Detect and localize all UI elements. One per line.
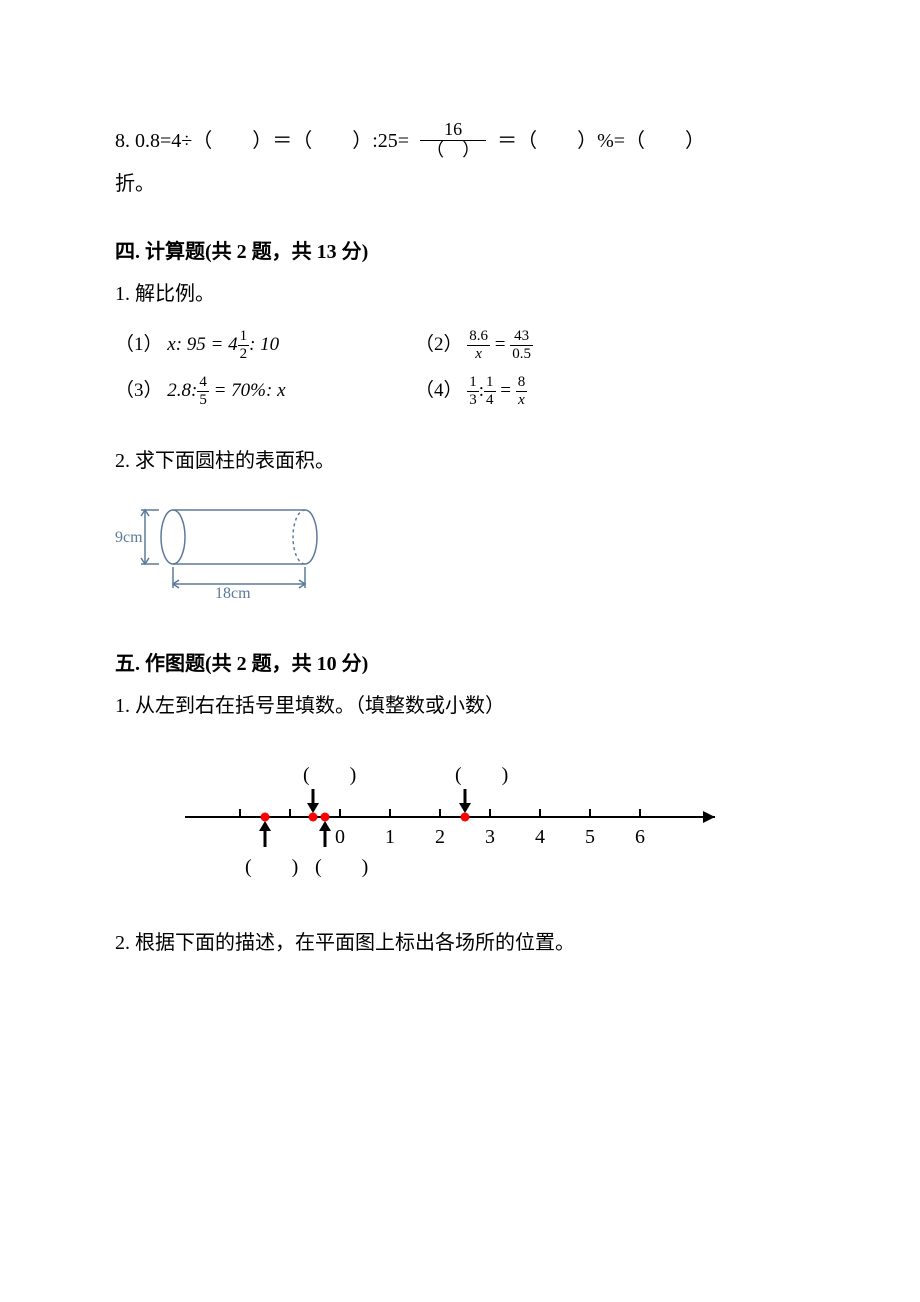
eq4-label: （4）: [415, 380, 463, 401]
svg-text:6: 6: [635, 826, 645, 848]
number-line-figure: 0 1 2 3 4 5 6 ( ) ( ) ( ) ( ): [175, 747, 805, 912]
eq4-f1: 13: [467, 375, 479, 408]
q8-frac-num: 16: [420, 120, 486, 141]
eq1-label: （1）: [115, 334, 163, 355]
svg-text:3: 3: [485, 826, 495, 848]
eq4-f3: 8x: [516, 375, 528, 408]
q8-frac-den: （ ）: [420, 141, 486, 161]
eq2-f2: 430.5: [510, 329, 533, 362]
svg-text:2: 2: [435, 826, 445, 848]
svg-text:( ): ( ): [303, 764, 356, 786]
svg-text:( ): ( ): [315, 856, 368, 878]
eq4-equals: =: [500, 380, 515, 401]
sec5-q1: 1. 从左到右在括号里填数。（填整数或小数）: [115, 685, 805, 727]
sec4-q2: 2. 求下面圆柱的表面积。: [115, 440, 805, 482]
eq2-equals: =: [495, 334, 510, 355]
section-5-title: 五. 作图题(共 2 题，共 10 分): [115, 643, 805, 685]
svg-text:( ): ( ): [455, 764, 508, 786]
question-8-line1: 8. 0.8=4÷（ ）＝（ ）:25= 16 （ ） ＝（ ）%=（ ）: [115, 120, 805, 163]
cyl-height-label: 9cm: [115, 529, 143, 546]
cylinder-figure: 9cm 18cm: [115, 492, 805, 617]
svg-text:4: 4: [535, 826, 545, 848]
equation-2: （2） 8.6x = 430.5: [415, 325, 695, 365]
eq3-label: （3）: [115, 380, 163, 401]
question-8-line2: 折。: [115, 163, 805, 205]
sec5-q2: 2. 根据下面的描述，在平面图上标出各场所的位置。: [115, 922, 805, 964]
exam-page: 8. 0.8=4÷（ ）＝（ ）:25= 16 （ ） ＝（ ）%=（ ） 折。…: [0, 0, 920, 1044]
eq3-a: 2.8:: [167, 380, 197, 401]
equation-3: （3） 2.8:45 = 70%: x: [115, 371, 395, 411]
svg-text:0: 0: [335, 826, 345, 848]
section-4-title: 四. 计算题(共 2 题，共 13 分): [115, 231, 805, 273]
eq2-label: （2）: [415, 334, 463, 355]
eq1-a: x: 95 = 4: [167, 334, 237, 355]
svg-text:1: 1: [385, 826, 395, 848]
eq3-b: = 70%: x: [214, 380, 286, 401]
equation-grid: （1） x: 95 = 412: 10 （2） 8.6x = 430.5 （3）…: [115, 325, 805, 411]
sec4-q1: 1. 解比例。: [115, 273, 805, 315]
number-line-svg: 0 1 2 3 4 5 6 ( ) ( ) ( ) ( ): [175, 747, 735, 897]
eq3-f1: 45: [197, 375, 209, 408]
eq1-b: : 10: [249, 334, 279, 355]
eq1-mixed-frac: 12: [238, 329, 250, 362]
svg-text:5: 5: [585, 826, 595, 848]
equation-4: （4） 13:14 = 8x: [415, 371, 695, 411]
equation-1: （1） x: 95 = 412: 10: [115, 325, 395, 365]
cylinder-svg: 9cm 18cm: [115, 492, 335, 602]
cyl-width-label: 18cm: [215, 585, 251, 602]
q8-fraction: 16 （ ）: [420, 120, 486, 161]
eq2-f1: 8.6x: [467, 329, 490, 362]
q8-suffix: ＝（ ）%=（ ）: [497, 130, 705, 152]
q8-prefix: 8. 0.8=4÷（ ）＝（ ）:25=: [115, 130, 409, 152]
svg-text:( ): ( ): [245, 856, 298, 878]
eq4-f2: 14: [484, 375, 496, 408]
